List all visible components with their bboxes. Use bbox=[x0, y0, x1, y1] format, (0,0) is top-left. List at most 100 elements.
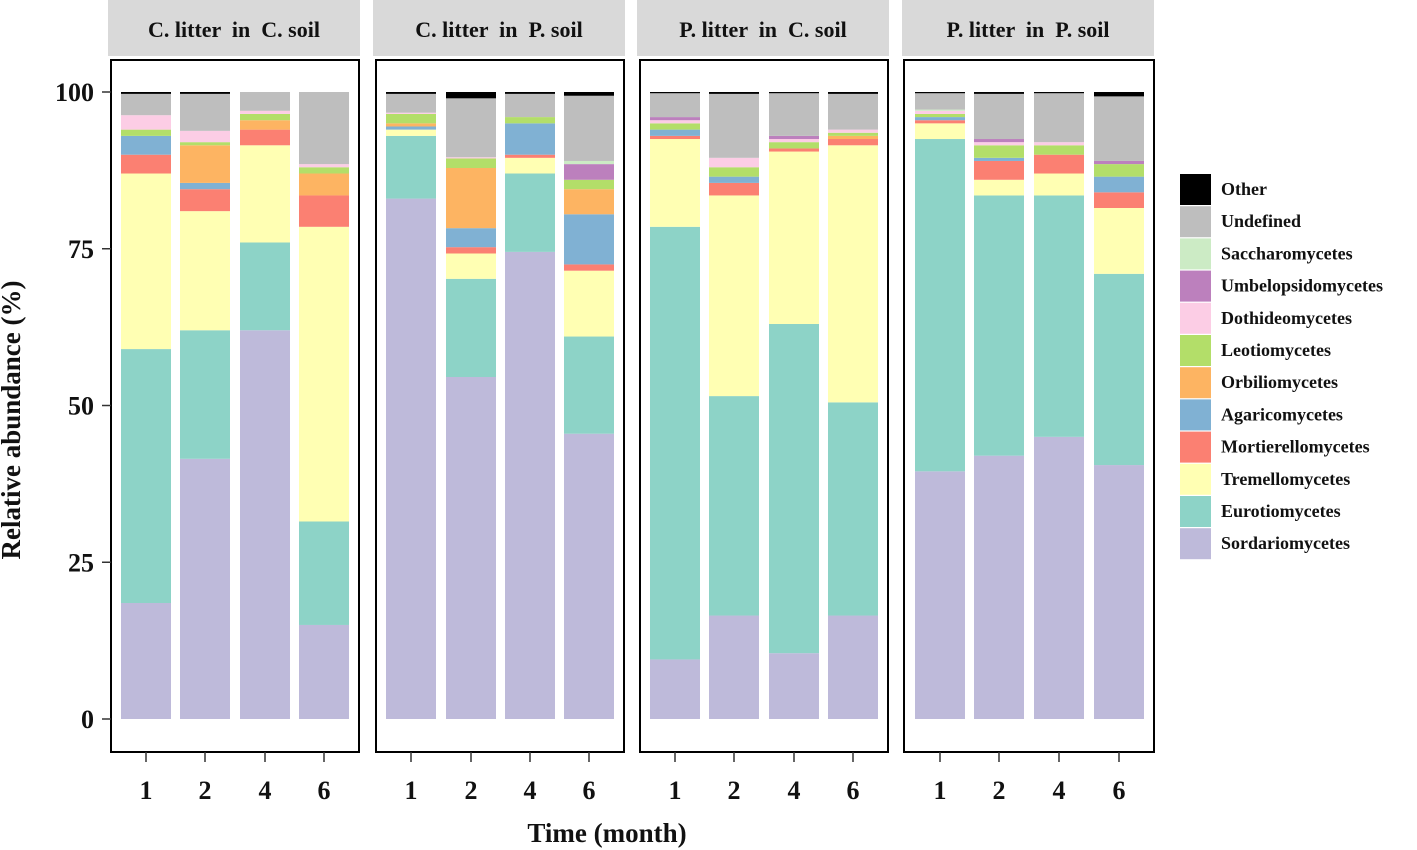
segment-agaricomycetes bbox=[386, 126, 436, 129]
segment-sordariomycetes bbox=[1094, 465, 1144, 719]
segment-other bbox=[828, 92, 878, 94]
segment-eurotiomycetes bbox=[121, 349, 171, 603]
legend-label: Agaricomycetes bbox=[1221, 404, 1343, 424]
segment-dothideomycetes bbox=[446, 157, 496, 158]
legend-item-dothideomycetes: Dothideomycetes bbox=[1180, 303, 1352, 334]
segment-other bbox=[1034, 92, 1084, 93]
legend-item-other: Other bbox=[1180, 174, 1267, 205]
segment-mortierellomycetes bbox=[915, 120, 965, 123]
segment-tremellomycetes bbox=[121, 174, 171, 350]
y-axis: 0255075100 bbox=[55, 78, 111, 734]
segment-undefined bbox=[505, 94, 555, 117]
segment-dothideomycetes bbox=[180, 131, 230, 142]
legend-item-mortierellomycetes: Mortierellomycetes bbox=[1180, 432, 1370, 463]
segment-leotiomycetes bbox=[1094, 164, 1144, 177]
segment-eurotiomycetes bbox=[650, 227, 700, 660]
segment-eurotiomycetes bbox=[240, 242, 290, 330]
segment-eurotiomycetes bbox=[974, 195, 1024, 455]
legend-label: Mortierellomycetes bbox=[1221, 437, 1370, 457]
segment-umbelopsidomycetes bbox=[1094, 161, 1144, 164]
segment-tremellomycetes bbox=[1094, 208, 1144, 274]
segment-saccharomycetes bbox=[915, 110, 965, 111]
segment-agaricomycetes bbox=[446, 228, 496, 247]
segment-sordariomycetes bbox=[386, 199, 436, 719]
bar-month-2 bbox=[709, 92, 759, 719]
bar-month-6 bbox=[299, 92, 349, 719]
y-tick-label: 75 bbox=[68, 235, 94, 264]
segment-sordariomycetes bbox=[180, 459, 230, 719]
legend-label: Undefined bbox=[1221, 211, 1301, 231]
y-tick-label: 100 bbox=[55, 78, 94, 107]
x-tick-label: 2 bbox=[199, 776, 212, 805]
segment-mortierellomycetes bbox=[769, 148, 819, 151]
segment-dothideomycetes bbox=[299, 164, 349, 167]
segment-tremellomycetes bbox=[974, 180, 1024, 196]
panel-title-1: C. litter in C. soil bbox=[148, 17, 320, 42]
segment-umbelopsidomycetes bbox=[650, 117, 700, 120]
segment-orbiliomycetes bbox=[386, 123, 436, 126]
segment-agaricomycetes bbox=[180, 183, 230, 189]
y-tick-label: 50 bbox=[68, 392, 94, 421]
segment-mortierellomycetes bbox=[709, 183, 759, 196]
segment-undefined bbox=[974, 94, 1024, 139]
panel-3-bars bbox=[650, 92, 878, 719]
segment-sordariomycetes bbox=[709, 616, 759, 719]
segment-mortierellomycetes bbox=[121, 155, 171, 174]
bar-month-2 bbox=[446, 92, 496, 719]
panel-title-3: P. litter in C. soil bbox=[679, 17, 846, 42]
segment-undefined bbox=[1034, 93, 1084, 142]
segment-leotiomycetes bbox=[121, 130, 171, 136]
facet-strips: C. litter in C. soil C. litter in P. soi… bbox=[108, 0, 1154, 56]
segment-dothideomycetes bbox=[769, 139, 819, 142]
bar-month-4 bbox=[240, 92, 290, 719]
segment-undefined bbox=[828, 94, 878, 130]
bar-month-4 bbox=[1034, 92, 1084, 719]
panel-1-bars bbox=[121, 92, 349, 719]
x-tick-label: 4 bbox=[524, 776, 537, 805]
bar-month-2 bbox=[180, 92, 230, 719]
segment-eurotiomycetes bbox=[505, 174, 555, 252]
segment-undefined bbox=[650, 93, 700, 117]
segment-tremellomycetes bbox=[240, 145, 290, 242]
x-tick-label: 6 bbox=[583, 776, 596, 805]
segment-mortierellomycetes bbox=[299, 195, 349, 226]
segment-other bbox=[709, 92, 759, 94]
segment-agaricomycetes bbox=[709, 177, 759, 183]
segment-tremellomycetes bbox=[446, 254, 496, 279]
legend-label: Other bbox=[1221, 179, 1267, 199]
segment-eurotiomycetes bbox=[1094, 274, 1144, 465]
segment-orbiliomycetes bbox=[299, 174, 349, 196]
x-tick-label: 6 bbox=[847, 776, 860, 805]
legend-item-agaricomycetes: Agaricomycetes bbox=[1180, 399, 1343, 430]
segment-sordariomycetes bbox=[1034, 437, 1084, 719]
segment-dothideomycetes bbox=[828, 130, 878, 133]
segment-agaricomycetes bbox=[974, 158, 1024, 161]
segment-leotiomycetes bbox=[1034, 145, 1084, 154]
segment-eurotiomycetes bbox=[446, 279, 496, 377]
segment-umbelopsidomycetes bbox=[564, 164, 614, 180]
bar-month-1 bbox=[650, 92, 700, 719]
segment-other bbox=[180, 92, 230, 94]
segment-leotiomycetes bbox=[650, 123, 700, 129]
segment-sordariomycetes bbox=[240, 330, 290, 719]
bar-month-2 bbox=[974, 92, 1024, 719]
bar-month-6 bbox=[1094, 92, 1144, 719]
segment-mortierellomycetes bbox=[240, 130, 290, 146]
segment-eurotiomycetes bbox=[299, 522, 349, 625]
legend-item-undefined: Undefined bbox=[1180, 206, 1301, 237]
x-axis: 1246124612461246 bbox=[140, 752, 1126, 805]
segment-leotiomycetes bbox=[180, 142, 230, 145]
segment-leotiomycetes bbox=[240, 114, 290, 120]
segment-mortierellomycetes bbox=[446, 247, 496, 253]
segment-dothideomycetes bbox=[650, 120, 700, 123]
segment-eurotiomycetes bbox=[769, 324, 819, 653]
segment-agaricomycetes bbox=[505, 123, 555, 154]
segment-undefined bbox=[386, 94, 436, 113]
segment-tremellomycetes bbox=[915, 123, 965, 139]
segment-orbiliomycetes bbox=[180, 145, 230, 183]
segment-sordariomycetes bbox=[915, 471, 965, 719]
legend-swatch bbox=[1180, 496, 1211, 527]
segment-sordariomycetes bbox=[650, 659, 700, 719]
segment-orbiliomycetes bbox=[564, 189, 614, 214]
segment-dothideomycetes bbox=[386, 113, 436, 114]
